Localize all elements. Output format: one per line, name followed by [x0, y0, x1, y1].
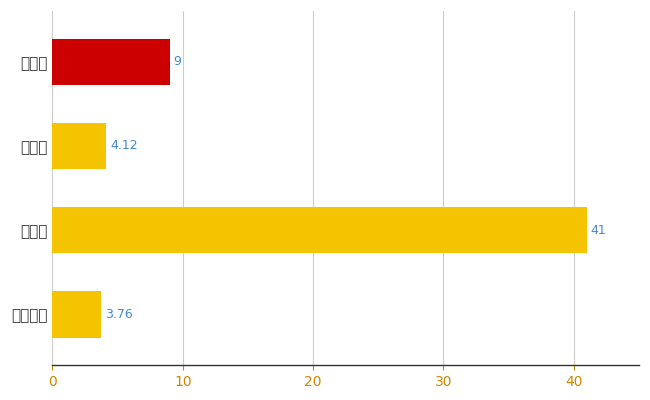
Bar: [53, 207, 587, 254]
Bar: [53, 38, 170, 85]
Bar: [53, 292, 101, 338]
Bar: [53, 123, 106, 169]
Text: 9: 9: [174, 55, 181, 68]
Text: 4.12: 4.12: [110, 140, 138, 152]
Text: 3.76: 3.76: [105, 308, 133, 321]
Text: 41: 41: [591, 224, 606, 237]
